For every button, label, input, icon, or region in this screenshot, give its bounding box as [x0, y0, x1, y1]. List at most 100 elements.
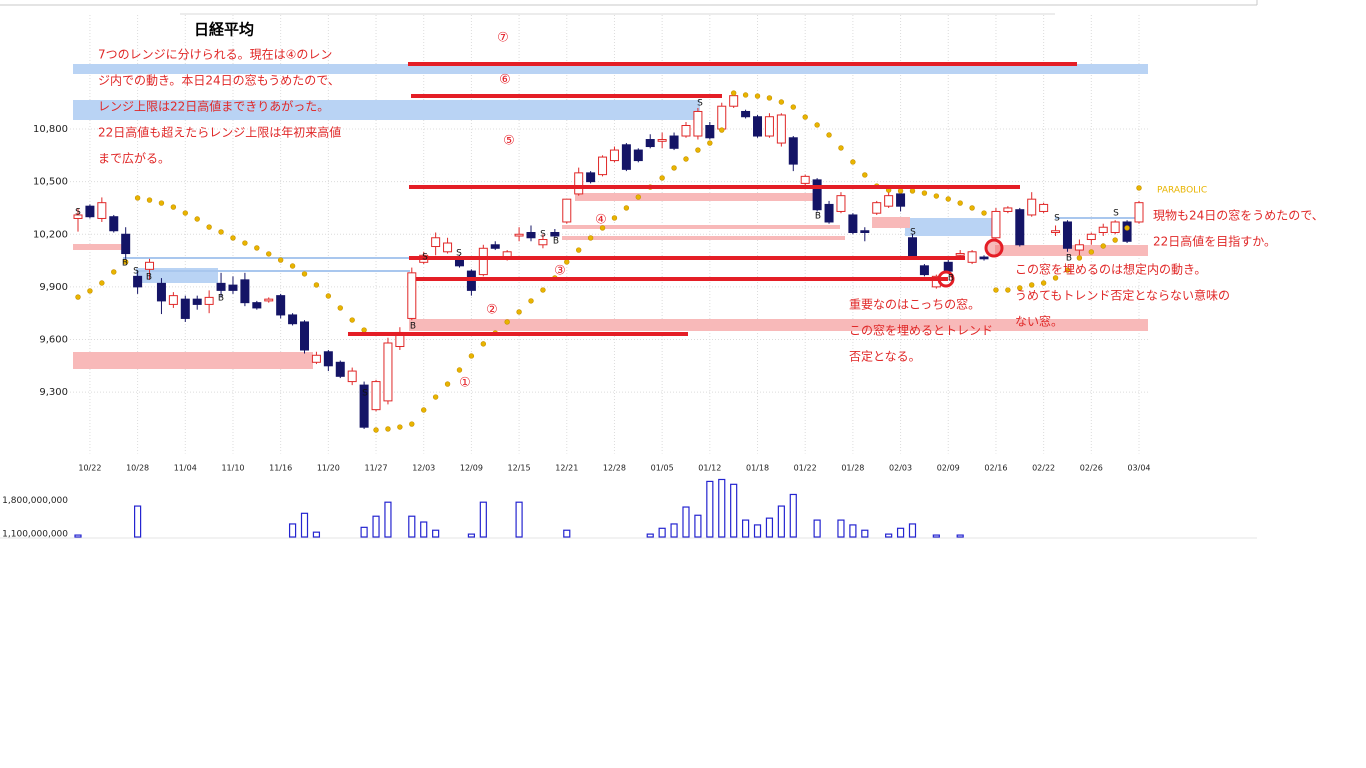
volume-bar — [718, 478, 726, 538]
sar-dot — [266, 251, 272, 257]
sar-dot — [671, 165, 677, 171]
sar-dot — [373, 427, 379, 433]
sar-dot — [409, 421, 415, 427]
volume-bar — [372, 515, 380, 538]
sar-dot — [75, 294, 81, 300]
sar-dot — [99, 280, 105, 286]
volume-tick-label: 1,100,000,000 — [2, 530, 68, 540]
volume-bar — [837, 519, 845, 538]
range-label: ⑥ — [499, 73, 511, 88]
candle-body — [621, 144, 631, 170]
range-label: ④ — [595, 213, 607, 228]
candle-body — [490, 244, 500, 249]
x-tick-label: 02/03 — [889, 464, 912, 473]
candle-body — [645, 139, 655, 148]
signal-label: S — [910, 228, 916, 238]
volume-bar — [360, 526, 368, 538]
sar-dot — [516, 309, 522, 315]
x-tick-label: 12/09 — [460, 464, 483, 473]
range-label: ⑤ — [503, 134, 515, 149]
x-tick-label: 02/22 — [1032, 464, 1055, 473]
candle-body — [311, 354, 321, 363]
sar-dot — [301, 271, 308, 277]
highlight-band — [73, 244, 123, 250]
signal-label: S — [456, 249, 462, 259]
candle-body — [252, 302, 262, 309]
volume-bar — [885, 533, 893, 538]
volume-bar — [432, 529, 440, 538]
candle-body — [907, 237, 917, 258]
sar-dot — [730, 90, 737, 96]
x-tick-label: 02/09 — [937, 464, 960, 473]
candle-body — [1051, 230, 1061, 233]
candle-body — [1122, 221, 1132, 242]
note-text: 否定となる。 — [849, 349, 921, 364]
signal-label: S — [422, 253, 428, 263]
sar-dot — [1040, 280, 1047, 286]
volume-bar — [694, 514, 702, 538]
sar-dot — [802, 114, 808, 120]
candle-body — [300, 321, 310, 351]
indicator-label: PARABOLIC — [1157, 186, 1207, 196]
y-tick-label: 9,300 — [39, 387, 68, 398]
candle-body — [896, 193, 906, 207]
signal-label: B — [948, 274, 954, 284]
candle-body — [109, 216, 119, 232]
sar-dot — [969, 205, 975, 211]
x-tick-label: 11/16 — [269, 464, 292, 473]
sar-dot — [242, 240, 248, 246]
x-tick-label: 12/21 — [555, 464, 578, 473]
volume-bar — [134, 505, 142, 538]
sar-dot — [111, 269, 117, 275]
candle-body — [180, 298, 190, 319]
highlight-band — [73, 64, 1148, 74]
signal-label: B — [1066, 254, 1072, 264]
y-tick-label: 10,200 — [33, 229, 68, 240]
volume-bar — [682, 506, 690, 538]
sar-dot — [1112, 237, 1118, 243]
sar-dot — [289, 263, 296, 269]
candle-body — [812, 179, 822, 211]
candle-body — [741, 110, 751, 118]
volume-tick-label: 1,800,000,000 — [2, 496, 68, 506]
x-tick-label: 10/22 — [78, 464, 101, 473]
signal-label: B — [815, 212, 821, 222]
sar-dot — [707, 140, 713, 146]
sar-dot — [480, 341, 487, 347]
x-tick-label: 01/22 — [794, 464, 817, 473]
sar-dot — [742, 92, 749, 98]
sar-dot — [766, 95, 773, 101]
sar-dot — [218, 229, 224, 235]
volume-bar — [741, 519, 750, 538]
highlight-band — [562, 225, 840, 229]
candle-body — [73, 214, 83, 219]
candle-body — [240, 279, 250, 304]
candle-body — [1062, 221, 1072, 249]
sar-dot — [361, 327, 367, 333]
candle-body — [979, 256, 989, 260]
candle-body — [323, 351, 333, 367]
volume-bar — [479, 501, 487, 538]
sar-dot — [957, 200, 963, 206]
volume-bar — [646, 533, 654, 538]
candle-body — [538, 239, 548, 246]
sar-dot — [1064, 267, 1071, 273]
candle-body — [514, 233, 524, 237]
sar-dot — [1136, 185, 1142, 191]
candle-body — [562, 198, 572, 223]
volume-bar — [658, 527, 666, 538]
volume-bar — [300, 512, 309, 538]
x-tick-label: 01/05 — [651, 464, 674, 473]
highlight-band — [562, 236, 845, 240]
signal-label: B — [122, 259, 128, 269]
candle-body — [526, 231, 536, 239]
signal-label: S — [362, 389, 368, 399]
candle-body — [955, 253, 965, 256]
sar-dot — [814, 122, 820, 128]
volume-bar — [896, 527, 905, 538]
volume-bar — [813, 519, 821, 538]
candle-body — [919, 265, 929, 276]
sar-dot — [790, 104, 796, 110]
signal-label: S — [697, 99, 703, 109]
sar-dot — [432, 394, 439, 400]
